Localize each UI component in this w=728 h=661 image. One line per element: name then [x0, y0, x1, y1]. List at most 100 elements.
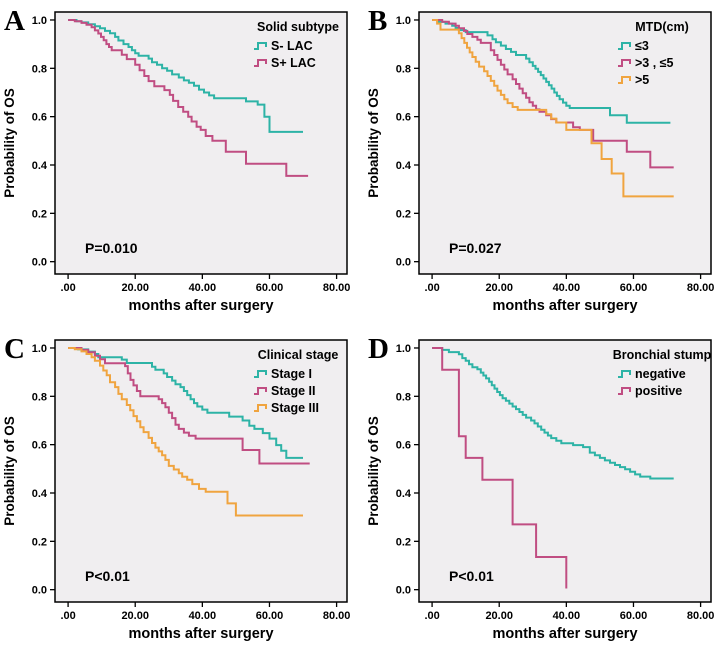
x-tick-label: 80.00 — [687, 282, 715, 294]
y-tick-label: 0.2 — [396, 536, 411, 548]
p-value-label: P<0.01 — [449, 568, 494, 584]
x-tick-label: .00 — [424, 610, 439, 622]
legend-label: >5 — [635, 73, 649, 87]
plot-area — [418, 339, 712, 603]
x-tick-label: .00 — [424, 282, 439, 294]
x-tick-label: 40.00 — [189, 282, 217, 294]
series-line-1 — [432, 19, 671, 124]
y-tick-label: 0.0 — [396, 257, 411, 269]
legend-label: S+ LAC — [271, 56, 316, 70]
legend-label: positive — [635, 384, 682, 398]
y-axis-title: Probability of OS — [366, 416, 381, 526]
x-tick-label: 80.00 — [323, 610, 351, 622]
plot-area — [54, 11, 348, 275]
p-value-label: P=0.027 — [449, 240, 502, 256]
y-axis-title: Probability of OS — [2, 88, 17, 198]
y-tick-label: 1.0 — [32, 15, 47, 27]
panel-d: 0.0 0.2 0.4 0.6 0.8 1.0 .00 20.00 40.00 60.00 80.0… — [364, 328, 728, 656]
x-tick-label: 20.00 — [121, 282, 149, 294]
legend-title: Bronchial stump — [613, 348, 712, 362]
series-line-3 — [432, 19, 674, 198]
legend-key-icon — [618, 370, 631, 378]
y-tick-label: 1.0 — [396, 343, 411, 355]
y-tick-label: 0.6 — [396, 112, 411, 124]
x-tick-label: 20.00 — [485, 610, 513, 622]
x-axis-title: months after surgery — [128, 626, 273, 642]
legend-key-icon — [254, 42, 267, 50]
y-tick-label: 0.4 — [396, 160, 412, 172]
y-tick-label: 0.0 — [32, 257, 47, 269]
x-axis-title: months after surgery — [128, 298, 273, 314]
y-tick-label: 0.4 — [32, 488, 48, 500]
plot-area — [418, 11, 712, 275]
km-plot-A: 0.0 0.2 0.4 0.6 0.8 1.0 .00 20.00 40.00 60.00 80.0… — [2, 5, 351, 314]
y-tick-label: 0.0 — [32, 585, 47, 597]
y-tick-label: 0.4 — [396, 488, 412, 500]
legend-key-icon — [254, 404, 267, 412]
series-line-2 — [432, 347, 568, 589]
legend-key-icon — [254, 59, 267, 67]
legend-key-icon — [254, 387, 267, 395]
series-line-1 — [432, 347, 674, 480]
p-value-label: P=0.010 — [85, 240, 138, 256]
y-tick-label: 0.8 — [396, 391, 411, 403]
series-line-2 — [68, 347, 310, 465]
panel-a: 0.0 0.2 0.4 0.6 0.8 1.0 .00 20.00 40.00 60.00 80.0… — [0, 0, 364, 328]
y-tick-label: 0.8 — [32, 391, 47, 403]
series-line-2 — [68, 19, 309, 177]
series-line-3 — [68, 347, 303, 517]
panel-c: 0.0 0.2 0.4 0.6 0.8 1.0 .00 20.00 40.00 60.00 80.0… — [0, 328, 364, 656]
x-tick-label: .00 — [60, 610, 75, 622]
x-tick-label: 60.00 — [620, 282, 648, 294]
km-plot-C: 0.0 0.2 0.4 0.6 0.8 1.0 .00 20.00 40.00 60.00 80.0… — [2, 333, 351, 642]
y-tick-label: 0.0 — [396, 585, 411, 597]
x-tick-label: 40.00 — [189, 610, 217, 622]
y-tick-label: 0.8 — [32, 63, 47, 75]
legend-label: >3 , ≤5 — [635, 56, 674, 70]
panel-letter: B — [368, 5, 387, 37]
y-tick-label: 1.0 — [396, 15, 411, 27]
x-tick-label: 40.00 — [553, 282, 581, 294]
x-tick-label: 20.00 — [121, 610, 149, 622]
legend-key-icon — [618, 387, 631, 395]
y-tick-label: 0.2 — [396, 208, 411, 220]
legend-title: Clinical stage — [258, 348, 339, 362]
x-axis-title: months after surgery — [492, 298, 637, 314]
y-tick-label: 0.6 — [32, 440, 47, 452]
legend-key-icon — [254, 370, 267, 378]
x-tick-label: 60.00 — [256, 610, 284, 622]
x-axis-title: months after surgery — [492, 626, 637, 642]
panel-letter: A — [4, 5, 25, 37]
legend-label: Stage III — [271, 401, 319, 415]
panel-b: 0.0 0.2 0.4 0.6 0.8 1.0 .00 20.00 40.00 60.00 80.0… — [364, 0, 728, 328]
y-axis-title: Probability of OS — [2, 416, 17, 526]
x-tick-label: 60.00 — [620, 610, 648, 622]
legend-label: ≤3 — [635, 39, 649, 53]
x-tick-label: 60.00 — [256, 282, 284, 294]
y-axis-title: Probability of OS — [366, 88, 381, 198]
x-tick-label: 40.00 — [553, 610, 581, 622]
legend-label: Stage I — [271, 367, 312, 381]
x-tick-label: .00 — [60, 282, 75, 294]
legend-key-icon — [618, 42, 631, 50]
y-tick-label: 0.2 — [32, 536, 47, 548]
legend-key-icon — [618, 76, 631, 84]
km-plot-D: 0.0 0.2 0.4 0.6 0.8 1.0 .00 20.00 40.00 60.00 80.0… — [366, 333, 715, 642]
x-tick-label: 20.00 — [485, 282, 513, 294]
series-line-1 — [68, 347, 303, 459]
y-tick-label: 0.2 — [32, 208, 47, 220]
plot-area — [54, 339, 348, 603]
x-tick-label: 80.00 — [687, 610, 715, 622]
x-tick-label: 80.00 — [323, 282, 351, 294]
y-tick-label: 0.6 — [32, 112, 47, 124]
panel-letter: D — [368, 333, 389, 365]
km-plot-B: 0.0 0.2 0.4 0.6 0.8 1.0 .00 20.00 40.00 60.00 80.0… — [366, 5, 715, 314]
p-value-label: P<0.01 — [85, 568, 130, 584]
panel-letter: C — [4, 333, 25, 365]
y-tick-label: 0.4 — [32, 160, 48, 172]
legend-label: S- LAC — [271, 39, 313, 53]
series-line-1 — [68, 19, 303, 133]
y-tick-label: 0.6 — [396, 440, 411, 452]
legend-label: Stage II — [271, 384, 315, 398]
